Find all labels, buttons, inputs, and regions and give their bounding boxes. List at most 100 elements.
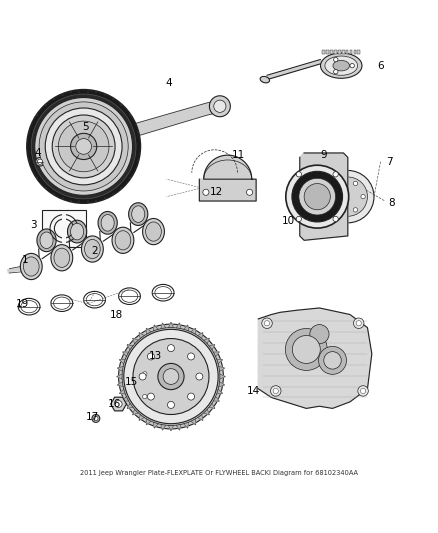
Ellipse shape [325, 56, 357, 75]
Circle shape [27, 90, 141, 203]
Polygon shape [204, 338, 209, 344]
Circle shape [143, 376, 160, 394]
Circle shape [286, 328, 327, 370]
Circle shape [76, 139, 92, 154]
Circle shape [356, 321, 361, 326]
Polygon shape [111, 397, 127, 411]
Ellipse shape [115, 231, 131, 250]
Bar [350, 50, 352, 54]
Ellipse shape [143, 219, 164, 245]
Circle shape [353, 181, 357, 185]
Circle shape [262, 318, 272, 328]
Polygon shape [161, 323, 166, 329]
Polygon shape [169, 425, 173, 431]
Text: 17: 17 [86, 412, 99, 422]
Circle shape [214, 100, 226, 112]
Polygon shape [217, 359, 223, 364]
Ellipse shape [51, 245, 73, 271]
Circle shape [143, 372, 147, 376]
Circle shape [265, 321, 270, 326]
Circle shape [333, 172, 338, 177]
Polygon shape [169, 322, 173, 328]
Ellipse shape [333, 60, 350, 71]
Circle shape [324, 352, 341, 369]
Circle shape [52, 115, 115, 178]
Polygon shape [123, 397, 129, 401]
Ellipse shape [85, 239, 100, 259]
Polygon shape [204, 409, 209, 415]
Text: 13: 13 [149, 351, 162, 361]
Polygon shape [209, 403, 215, 408]
Circle shape [292, 335, 320, 364]
Bar [62, 236, 66, 244]
Polygon shape [120, 389, 125, 394]
Ellipse shape [132, 206, 145, 222]
Circle shape [328, 177, 367, 216]
Circle shape [143, 394, 147, 399]
Polygon shape [219, 382, 224, 387]
Circle shape [35, 157, 44, 166]
Ellipse shape [98, 212, 117, 234]
Text: 1: 1 [21, 255, 28, 265]
Circle shape [334, 69, 338, 74]
Bar [62, 217, 66, 224]
Circle shape [333, 216, 338, 222]
Circle shape [318, 346, 346, 374]
Circle shape [286, 165, 349, 228]
Polygon shape [133, 409, 138, 415]
Text: 9: 9 [321, 150, 327, 160]
Text: 18: 18 [110, 310, 123, 319]
Text: 8: 8 [388, 198, 395, 208]
Circle shape [334, 58, 338, 62]
Polygon shape [184, 422, 188, 428]
Polygon shape [153, 325, 158, 331]
Text: 2: 2 [91, 246, 98, 256]
Ellipse shape [101, 215, 114, 231]
Ellipse shape [146, 222, 161, 241]
Circle shape [304, 183, 330, 210]
Ellipse shape [81, 236, 103, 262]
Circle shape [162, 383, 166, 387]
Circle shape [353, 208, 357, 212]
Ellipse shape [71, 223, 84, 240]
Bar [353, 50, 356, 54]
Text: 6: 6 [377, 61, 384, 71]
Bar [334, 50, 337, 54]
Ellipse shape [20, 253, 42, 280]
Circle shape [37, 159, 42, 164]
Polygon shape [139, 333, 145, 338]
Polygon shape [213, 397, 219, 401]
Circle shape [135, 369, 168, 402]
Text: 19: 19 [16, 298, 29, 309]
Polygon shape [123, 352, 129, 357]
Circle shape [338, 208, 343, 212]
Polygon shape [198, 333, 203, 338]
Ellipse shape [40, 232, 53, 248]
Bar [62, 213, 66, 221]
Ellipse shape [321, 53, 362, 78]
Polygon shape [120, 359, 125, 364]
Text: 15: 15 [125, 377, 138, 387]
Polygon shape [213, 352, 219, 357]
Circle shape [292, 171, 343, 222]
Circle shape [203, 189, 209, 195]
Bar [326, 50, 329, 54]
Polygon shape [184, 325, 188, 331]
Polygon shape [127, 345, 133, 350]
Circle shape [39, 102, 128, 191]
Circle shape [310, 325, 329, 344]
Polygon shape [136, 101, 217, 136]
Circle shape [133, 338, 209, 415]
Circle shape [358, 386, 368, 396]
Circle shape [167, 345, 174, 352]
Circle shape [360, 389, 366, 393]
Circle shape [71, 133, 97, 159]
Circle shape [129, 362, 174, 408]
Polygon shape [161, 424, 166, 430]
Circle shape [45, 108, 122, 185]
Circle shape [139, 373, 146, 380]
Bar [338, 50, 341, 54]
Text: 4: 4 [166, 78, 172, 88]
Bar [322, 50, 325, 54]
Circle shape [58, 121, 109, 172]
